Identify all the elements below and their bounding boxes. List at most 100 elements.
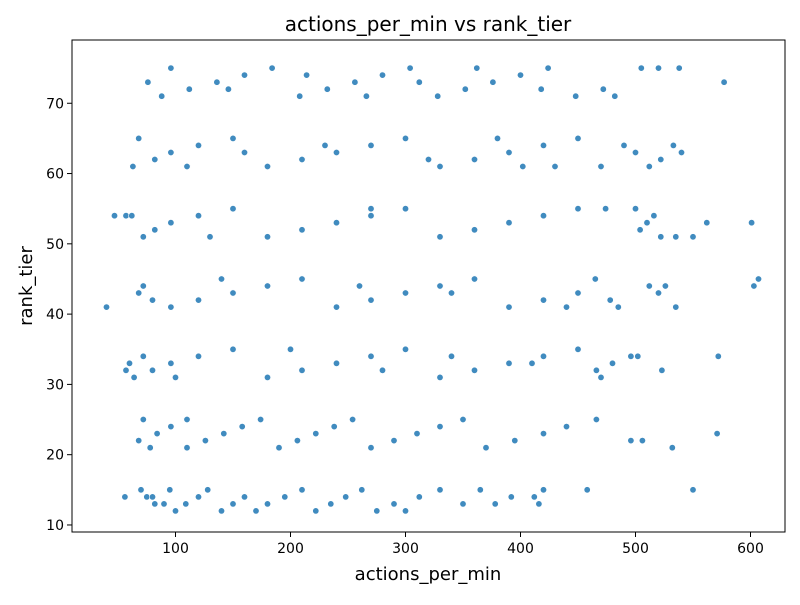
points-layer xyxy=(103,64,762,515)
scatter-point xyxy=(330,423,338,431)
scatter-point xyxy=(263,500,271,508)
scatter-point xyxy=(201,437,209,445)
scatter-point xyxy=(252,507,260,515)
scatter-point xyxy=(654,64,662,72)
scatter-point xyxy=(401,345,409,353)
scatter-point xyxy=(390,437,398,445)
scatter-point xyxy=(153,430,161,438)
scatter-point xyxy=(627,352,635,360)
scatter-point xyxy=(167,359,175,367)
scatter-point xyxy=(167,64,175,72)
scatter-point xyxy=(126,359,134,367)
scatter-point xyxy=(672,233,680,241)
scatter-point xyxy=(754,275,762,283)
scatter-point xyxy=(436,163,444,171)
scatter-point xyxy=(146,444,154,452)
scatter-point xyxy=(599,85,607,93)
y-tick-label: 10 xyxy=(46,518,64,534)
scatter-point xyxy=(661,282,669,290)
scatter-point xyxy=(482,444,490,452)
scatter-point xyxy=(296,92,304,100)
y-tick-label: 20 xyxy=(46,448,64,464)
scatter-point xyxy=(436,233,444,241)
scatter-point xyxy=(505,149,513,157)
scatter-point xyxy=(539,486,547,494)
scatter-point xyxy=(544,64,552,72)
scatter-point xyxy=(447,352,455,360)
scatter-point xyxy=(436,282,444,290)
scatter-point xyxy=(183,415,191,423)
scatter-point xyxy=(144,78,152,86)
scatter-point xyxy=(583,486,591,494)
scatter-point xyxy=(139,352,147,360)
scatter-point xyxy=(476,486,484,494)
scatter-point xyxy=(627,437,635,445)
scatter-point xyxy=(172,373,180,381)
scatter-point xyxy=(539,212,547,220)
scatter-point xyxy=(298,366,306,374)
scatter-point xyxy=(436,486,444,494)
scatter-point xyxy=(530,493,538,501)
scatter-point xyxy=(672,303,680,311)
chart-title: actions_per_min vs rank_tier xyxy=(285,12,572,36)
scatter-point xyxy=(367,212,375,220)
scatter-point xyxy=(401,134,409,142)
y-tick-label: 70 xyxy=(46,96,64,112)
scatter-point xyxy=(312,430,320,438)
scatter-point xyxy=(195,141,203,149)
x-tick-label: 600 xyxy=(737,541,764,557)
scatter-point xyxy=(151,500,159,508)
scatter-point xyxy=(220,430,228,438)
scatter-point xyxy=(750,282,758,290)
scatter-point xyxy=(268,64,276,72)
scatter-point xyxy=(128,212,136,220)
scatter-point xyxy=(638,437,646,445)
scatter-point xyxy=(459,415,467,423)
scatter-point xyxy=(658,366,666,374)
scatter-point xyxy=(689,233,697,241)
x-axis-ticks: 100 200 300 400 500 600 xyxy=(162,532,764,557)
scatter-point xyxy=(654,289,662,297)
scatter-point xyxy=(434,92,442,100)
scatter-point xyxy=(537,85,545,93)
scatter-point xyxy=(129,163,137,171)
scatter-point xyxy=(241,71,249,79)
x-tick-label: 100 xyxy=(162,541,189,557)
scatter-point xyxy=(204,486,212,494)
x-tick-label: 400 xyxy=(507,541,534,557)
scatter-point xyxy=(415,493,423,501)
scatter-point xyxy=(378,366,386,374)
scatter-point xyxy=(139,233,147,241)
scatter-point xyxy=(151,226,159,234)
scatter-point xyxy=(103,303,111,311)
scatter-point xyxy=(263,233,271,241)
scatter-point xyxy=(539,296,547,304)
scatter-point xyxy=(362,92,370,100)
scatter-point xyxy=(461,85,469,93)
y-tick-label: 40 xyxy=(46,307,64,323)
scatter-point xyxy=(447,289,455,297)
scatter-point xyxy=(650,212,658,220)
scatter-point xyxy=(528,359,536,367)
scatter-point xyxy=(195,493,203,501)
y-tick-label: 50 xyxy=(46,237,64,253)
scatter-point xyxy=(519,163,527,171)
scatter-point xyxy=(631,149,639,157)
scatter-point xyxy=(122,366,130,374)
scatter-point xyxy=(645,163,653,171)
scatter-point xyxy=(669,141,677,149)
scatter-point xyxy=(286,345,294,353)
scatter-point xyxy=(195,352,203,360)
scatter-point xyxy=(139,282,147,290)
scatter-point xyxy=(298,226,306,234)
scatter-point xyxy=(643,219,651,227)
scatter-point xyxy=(323,85,331,93)
scatter-point xyxy=(657,156,665,164)
scatter-point xyxy=(675,64,683,72)
scatter-point xyxy=(160,500,168,508)
scatter-point xyxy=(401,289,409,297)
scatter-point xyxy=(241,149,249,157)
scatter-point xyxy=(505,219,513,227)
scatter-point xyxy=(401,507,409,515)
scatter-point xyxy=(158,92,166,100)
